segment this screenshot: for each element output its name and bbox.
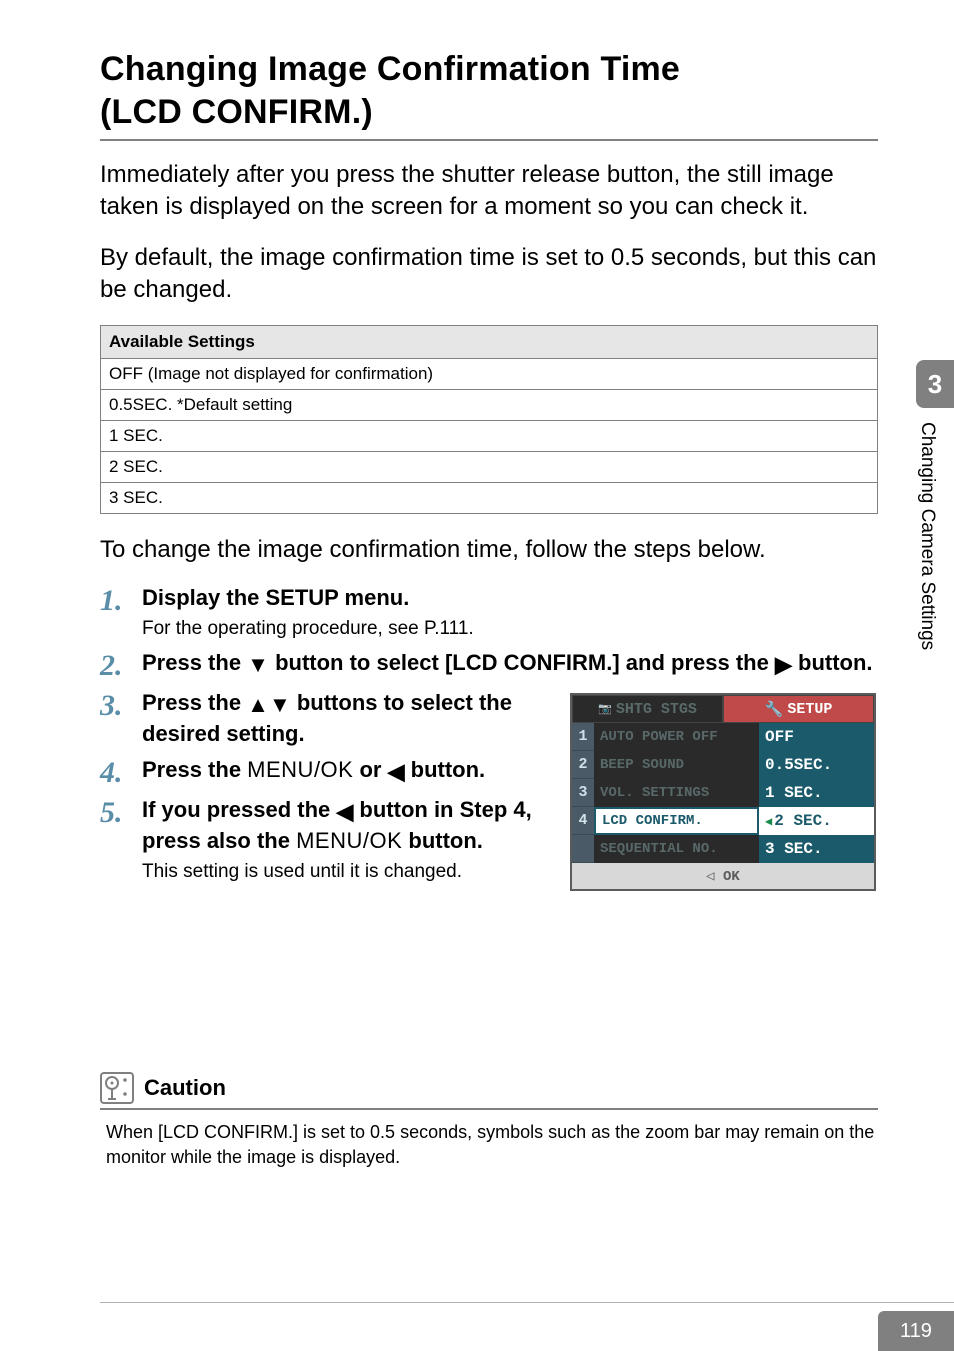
step-number: 5.: [100, 796, 142, 828]
lcd-row-num: [572, 835, 594, 863]
lcd-screenshot: 📷SHTG STGS 🔧SETUP 1 2 3 4: [570, 693, 876, 891]
left-triangle-icon: ◀: [388, 758, 405, 787]
lcd-menu-label: SEQUENTIAL NO.: [594, 835, 759, 863]
title-line-2: (LCD CONFIRM.): [100, 93, 373, 131]
table-row: 1 SEC.: [101, 420, 878, 451]
lcd-footer: ◁ OK: [572, 863, 874, 889]
down-triangle-icon: ▼: [269, 691, 291, 720]
lcd-tab-setup: 🔧SETUP: [723, 695, 874, 723]
step-number: 3.: [100, 689, 142, 721]
table-row: 3 SEC.: [101, 482, 878, 513]
step-number: 2.: [100, 649, 142, 681]
lcd-menu-label: BEEP SOUND: [594, 751, 759, 779]
table-header: Available Settings: [101, 325, 878, 358]
footer-rule: [100, 1302, 954, 1303]
step-1: 1. Display the SETUP menu. For the opera…: [100, 584, 878, 641]
step-subtext: This setting is used until it is changed…: [142, 860, 552, 885]
title-rule: [100, 139, 878, 141]
lcd-menu-value: OFF: [759, 723, 874, 751]
table-row: OFF (Image not displayed for confirmatio…: [101, 358, 878, 389]
table-row: 0.5SEC. *Default setting: [101, 389, 878, 420]
step-2: 2. Press the ▼ button to select [LCD CON…: [100, 649, 878, 681]
intro-paragraph-1: Immediately after you press the shutter …: [100, 159, 878, 224]
step-title: Display the SETUP menu.: [142, 584, 878, 613]
right-triangle-icon: ▶: [775, 651, 792, 680]
caution-header: Caution: [100, 1072, 878, 1110]
caution-body: When [LCD CONFIRM.] is set to 0.5 second…: [100, 1120, 878, 1169]
step-title: Press the MENU/OK or ◀ button.: [142, 756, 552, 787]
caution-icon: [100, 1072, 134, 1104]
left-triangle-icon: ◀: [336, 798, 353, 827]
step-title: If you pressed the ◀ button in Step 4, p…: [142, 796, 552, 855]
caution-title: Caution: [144, 1075, 226, 1101]
title-line-1: Changing Image Confirmation Time: [100, 50, 680, 88]
down-triangle-icon: ▼: [247, 651, 269, 680]
available-settings-table: Available Settings OFF (Image not displa…: [100, 325, 878, 514]
step-5: 5. If you pressed the ◀ button in Step 4…: [100, 796, 552, 884]
step-number: 4.: [100, 756, 142, 788]
step-number: 1.: [100, 584, 142, 616]
step-3: 3. Press the ▲▼ buttons to select the de…: [100, 689, 552, 748]
page-number: 119: [878, 1311, 954, 1351]
step-title: Press the ▲▼ buttons to select the desir…: [142, 689, 552, 748]
side-tab-number: 3: [916, 360, 954, 408]
menu-ok-label: MENU/OK: [247, 757, 353, 782]
lcd-menu-value: 1 SEC.: [759, 779, 874, 807]
wrench-icon: 🔧: [765, 700, 784, 719]
lcd-row-num: 4: [572, 807, 594, 835]
menu-ok-label: MENU/OK: [296, 828, 402, 853]
lcd-menu-value: 3 SEC.: [759, 835, 874, 863]
step-subtext: For the operating procedure, see P.111.: [142, 617, 878, 642]
lcd-row-num: 3: [572, 779, 594, 807]
lcd-menu-label: AUTO POWER OFF: [594, 723, 759, 751]
intro-paragraph-2: By default, the image confirmation time …: [100, 242, 878, 307]
lcd-menu-label-selected: LCD CONFIRM.: [594, 807, 759, 835]
side-tab-text: Changing Camera Settings: [916, 408, 946, 748]
page-title: Changing Image Confirmation Time (LCD CO…: [100, 48, 878, 133]
up-triangle-icon: ▲: [247, 691, 269, 720]
step-title: Press the ▼ button to select [LCD CONFIR…: [142, 649, 878, 680]
step-4: 4. Press the MENU/OK or ◀ button.: [100, 756, 552, 788]
steps-list: 1. Display the SETUP menu. For the opera…: [100, 584, 878, 892]
lcd-menu-label: VOL. SETTINGS: [594, 779, 759, 807]
side-tab: 3 Changing Camera Settings: [916, 360, 954, 760]
lcd-menu-value-selected: ◀2 SEC.: [759, 807, 874, 835]
lcd-tab-shtg: 📷SHTG STGS: [572, 695, 723, 723]
lead-text: To change the image confirmation time, f…: [100, 534, 878, 566]
lcd-menu-value: 0.5SEC.: [759, 751, 874, 779]
lcd-row-num: 2: [572, 751, 594, 779]
lcd-row-num: 1: [572, 723, 594, 751]
table-row: 2 SEC.: [101, 451, 878, 482]
